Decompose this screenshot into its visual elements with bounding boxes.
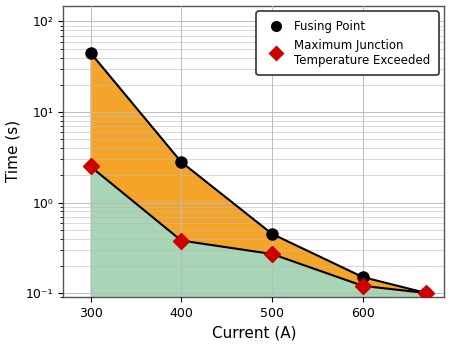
Legend: Fusing Point, Maximum Junction
Temperature Exceeded: Fusing Point, Maximum Junction Temperatu… <box>256 11 439 75</box>
X-axis label: Current (A): Current (A) <box>212 326 296 340</box>
Y-axis label: Time (s): Time (s) <box>5 120 21 182</box>
